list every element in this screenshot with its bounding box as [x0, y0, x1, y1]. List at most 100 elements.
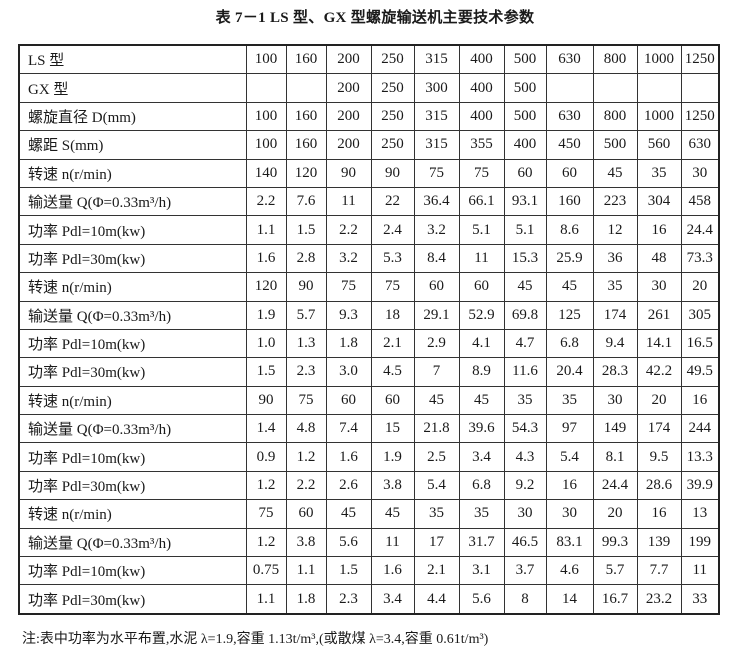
table-cell: 46.5	[503, 527, 547, 558]
row-label: 螺距 S(mm)	[18, 130, 247, 160]
table-cell: 160	[285, 101, 327, 132]
table-cell: 52.9	[458, 300, 505, 330]
table-cell: 2.2	[285, 470, 327, 501]
table-cell	[636, 73, 682, 103]
table-cell: 1.5	[245, 357, 287, 387]
row-label: 功率 Pdl=10m(kw)	[18, 328, 247, 359]
table-cell: 160	[285, 44, 327, 75]
table-cell: 0.9	[245, 442, 287, 472]
table-cell: 45	[545, 272, 594, 302]
table-cell: 300	[413, 73, 460, 103]
table-cell: 6.8	[458, 470, 505, 501]
row-label: LS 型	[18, 44, 247, 75]
row-label: 功率 Pdl=30m(kw)	[18, 243, 247, 274]
table-cell: 33	[680, 584, 720, 615]
table-cell: 75	[285, 385, 327, 416]
table-cell: 500	[503, 44, 547, 75]
table-cell: 1.1	[245, 215, 287, 245]
row-label: 转速 n(r/min)	[18, 158, 247, 188]
table-cell: 16	[636, 499, 682, 529]
table-cell: 261	[636, 300, 682, 330]
table-cell: 1.6	[325, 442, 372, 472]
table-cell: 5.1	[458, 215, 505, 245]
table-row: 功率 Pdl=30m(kw) 1.2 2.2 2.6 3.8 5.4 6.8 9.2 16 24.…	[18, 470, 720, 501]
table-cell: 0.75	[245, 556, 287, 586]
table-cell: 200	[325, 101, 372, 132]
table-cell: 4.4	[413, 584, 460, 615]
row-label: 输送量 Q(Φ=0.33m³/h)	[18, 186, 247, 217]
table-cell: 21.8	[413, 414, 460, 444]
table-cell: 250	[370, 44, 415, 75]
table-cell: 1.1	[245, 584, 287, 615]
table-cell: 250	[370, 73, 415, 103]
table-row: 转速 n(r/min) 90 75 60 60 45 45 35 35 30 20 16	[18, 385, 720, 416]
table-cell: 1.4	[245, 414, 287, 444]
row-label: 功率 Pdl=10m(kw)	[18, 442, 247, 472]
row-label: 转速 n(r/min)	[18, 272, 247, 302]
table-cell	[545, 73, 594, 103]
table-cell: 3.2	[325, 243, 372, 274]
table-cell: 800	[592, 44, 638, 75]
table-cell: 2.6	[325, 470, 372, 501]
table-cell: 2.5	[413, 442, 460, 472]
table-cell: 48	[636, 243, 682, 274]
table-cell: 99.3	[592, 527, 638, 558]
table-cell: 90	[245, 385, 287, 416]
table-cell: 630	[680, 130, 720, 160]
table-cell: 60	[370, 385, 415, 416]
table-cell: 60	[285, 499, 327, 529]
table-row: 功率 Pdl=10m(kw) 1.0 1.3 1.8 2.1 2.9 4.1 4.7 6.8 9.…	[18, 328, 720, 359]
spec-table: LS 型 100 160 200 250 315 400 500 630 800 1000 1250 G…	[18, 44, 720, 615]
table-cell: 36	[592, 243, 638, 274]
table-cell: 315	[413, 101, 460, 132]
table-cell: 120	[285, 158, 327, 188]
table-cell: 5.3	[370, 243, 415, 274]
table-cell: 2.2	[325, 215, 372, 245]
table-cell: 5.4	[413, 470, 460, 501]
table-row: 螺旋直径 D(mm) 100 160 200 250 315 400 500 630 800 100…	[18, 101, 720, 132]
table-cell: 199	[680, 527, 720, 558]
table-cell: 25.9	[545, 243, 594, 274]
table-cell: 3.4	[458, 442, 505, 472]
table-cell: 11	[680, 556, 720, 586]
table-cell: 100	[245, 101, 287, 132]
table-cell: 5.6	[325, 527, 372, 558]
table-cell: 174	[636, 414, 682, 444]
table-cell: 1.0	[245, 328, 287, 359]
table-cell: 4.3	[503, 442, 547, 472]
table-cell: 75	[458, 158, 505, 188]
table-cell: 29.1	[413, 300, 460, 330]
table-cell: 1.9	[370, 442, 415, 472]
table-cell: 8.9	[458, 357, 505, 387]
table-cell: 3.2	[413, 215, 460, 245]
table-cell: 75	[413, 158, 460, 188]
table-cell: 250	[370, 101, 415, 132]
row-label: 输送量 Q(Φ=0.33m³/h)	[18, 527, 247, 558]
table-cell: 60	[458, 272, 505, 302]
table-cell: 500	[503, 73, 547, 103]
table-cell: 800	[592, 101, 638, 132]
table-cell: 16	[680, 385, 720, 416]
table-cell: 20	[680, 272, 720, 302]
table-cell: 9.3	[325, 300, 372, 330]
table-cell: 16.5	[680, 328, 720, 359]
row-label: 功率 Pdl=10m(kw)	[18, 556, 247, 586]
table-cell: 20	[636, 385, 682, 416]
table-cell: 13.3	[680, 442, 720, 472]
table-cell: 69.8	[503, 300, 547, 330]
table-cell: 2.3	[285, 357, 327, 387]
table-cell: 83.1	[545, 527, 594, 558]
table-cell: 5.1	[503, 215, 547, 245]
table-cell: 200	[325, 44, 372, 75]
table-cell: 35	[458, 499, 505, 529]
table-cell: 30	[545, 499, 594, 529]
table-row: 转速 n(r/min) 120 90 75 75 60 60 45 45 35 30 20	[18, 272, 720, 302]
table-cell: 5.7	[592, 556, 638, 586]
table-cell: 1000	[636, 44, 682, 75]
table-cell: 30	[680, 158, 720, 188]
table-cell: 90	[370, 158, 415, 188]
table-cell: 9.4	[592, 328, 638, 359]
table-cell: 244	[680, 414, 720, 444]
table-row: 功率 Pdl=30m(kw) 1.6 2.8 3.2 5.3 8.4 11 15.3 25.9 3…	[18, 243, 720, 274]
table-cell: 7.6	[285, 186, 327, 217]
